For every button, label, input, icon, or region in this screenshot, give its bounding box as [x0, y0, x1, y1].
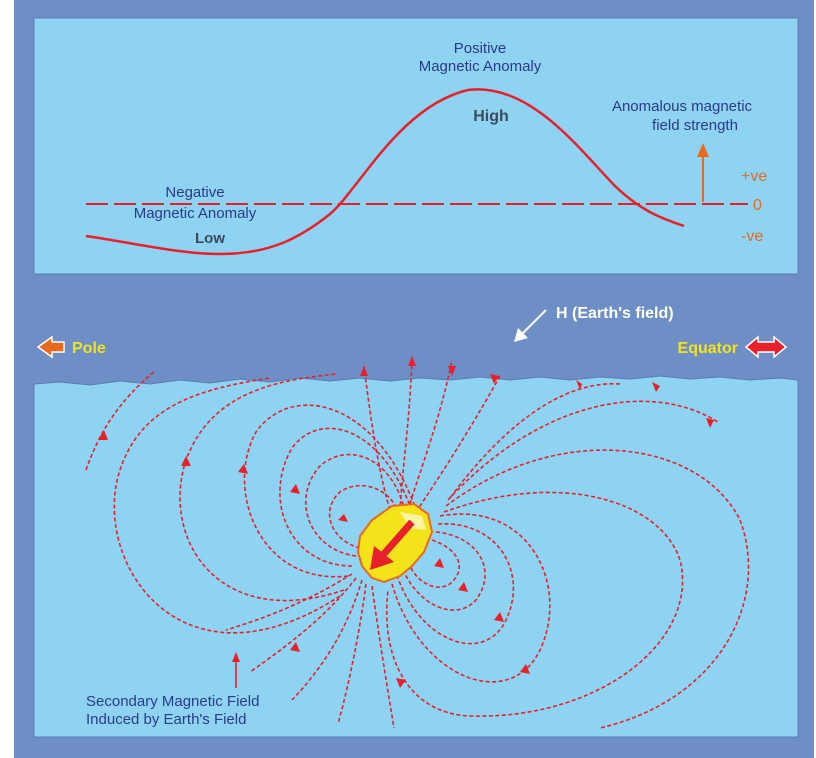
arrowhead-icon	[652, 382, 660, 392]
arrowhead-icon	[434, 558, 444, 568]
field-line	[445, 449, 750, 729]
low-label: Low	[195, 230, 225, 247]
negative-axis-label: -ve	[741, 228, 763, 245]
field-line	[363, 365, 393, 517]
positive-axis-label: +ve	[741, 168, 767, 185]
arrowhead-icon	[576, 380, 582, 390]
arrowhead-icon	[396, 678, 406, 688]
high-label: High	[473, 108, 509, 125]
earth-field-arrow-shaft	[521, 309, 547, 335]
field-line	[371, 585, 395, 729]
down-left-arrow-icon	[514, 328, 528, 342]
magnetization-arrow-shaft	[379, 519, 415, 559]
up-arrow-icon	[232, 652, 240, 662]
field-line	[409, 539, 461, 588]
anomaly-profile-panel: Positive Magnetic Anomaly High Negative …	[33, 17, 799, 275]
induced-field-panel: Secondary Magnetic Field Induced by Eart…	[33, 355, 799, 738]
down-left-arrow-icon	[370, 546, 394, 570]
positive-anomaly-line2: Magnetic Anomaly	[419, 58, 542, 75]
pole-label: Pole	[72, 340, 106, 357]
field-line	[415, 375, 501, 513]
field-line	[328, 484, 399, 549]
arrowhead-icon	[181, 456, 191, 466]
up-arrow-icon	[697, 143, 709, 157]
arrowhead-icon	[490, 374, 499, 384]
field-line	[337, 583, 367, 725]
negative-anomaly-line1: Negative	[165, 184, 224, 201]
zero-axis-label: 0	[753, 197, 762, 214]
field-line	[179, 373, 345, 602]
arrowhead-icon	[494, 612, 504, 622]
field-line	[391, 513, 551, 683]
field-line	[305, 453, 405, 557]
arrowhead-icon	[98, 430, 108, 440]
arrowhead-icon	[520, 664, 530, 674]
ore-body-highlight	[400, 512, 426, 530]
arrowhead-icon	[290, 642, 300, 652]
axis-title-line2: field strength	[652, 117, 738, 134]
arrowhead-icon	[448, 366, 456, 376]
field-line	[113, 377, 341, 634]
field-line	[449, 383, 621, 499]
anomaly-curve	[85, 88, 685, 256]
field-direction-strip: H (Earth's field) Pole Equator	[36, 305, 788, 359]
field-line	[386, 491, 684, 717]
negative-anomaly-line2: Magnetic Anomaly	[134, 205, 257, 222]
profile-panel-background	[33, 17, 799, 275]
magnetized-body	[356, 502, 434, 584]
earth-field-label: H (Earth's field)	[556, 305, 674, 322]
axis-title-line1: Anomalous magnetic	[612, 98, 753, 115]
field-line	[249, 577, 357, 673]
field-line	[243, 404, 415, 578]
arrowhead-icon	[338, 514, 348, 522]
arrowhead-icon	[408, 356, 416, 366]
field-line	[225, 573, 353, 631]
field-line	[403, 531, 486, 611]
field-line	[407, 359, 453, 511]
field-line	[85, 369, 157, 471]
arrowhead-icon	[238, 464, 248, 474]
field-arrowheads	[98, 356, 714, 688]
double-arrow-icon	[744, 335, 788, 359]
left-arrow-icon	[36, 335, 65, 359]
induced-field-lines	[85, 355, 750, 729]
arrowhead-icon	[706, 418, 714, 428]
arrowhead-icon	[458, 582, 468, 592]
equator-label: Equator	[678, 340, 738, 357]
positive-anomaly-line1: Positive	[454, 40, 507, 57]
arrowhead-icon	[290, 484, 300, 494]
caption-line1: Secondary Magnetic Field	[86, 693, 259, 710]
caption-line2: Induced by Earth's Field	[86, 711, 246, 728]
field-line	[291, 579, 363, 701]
arrowhead-icon	[360, 366, 368, 376]
